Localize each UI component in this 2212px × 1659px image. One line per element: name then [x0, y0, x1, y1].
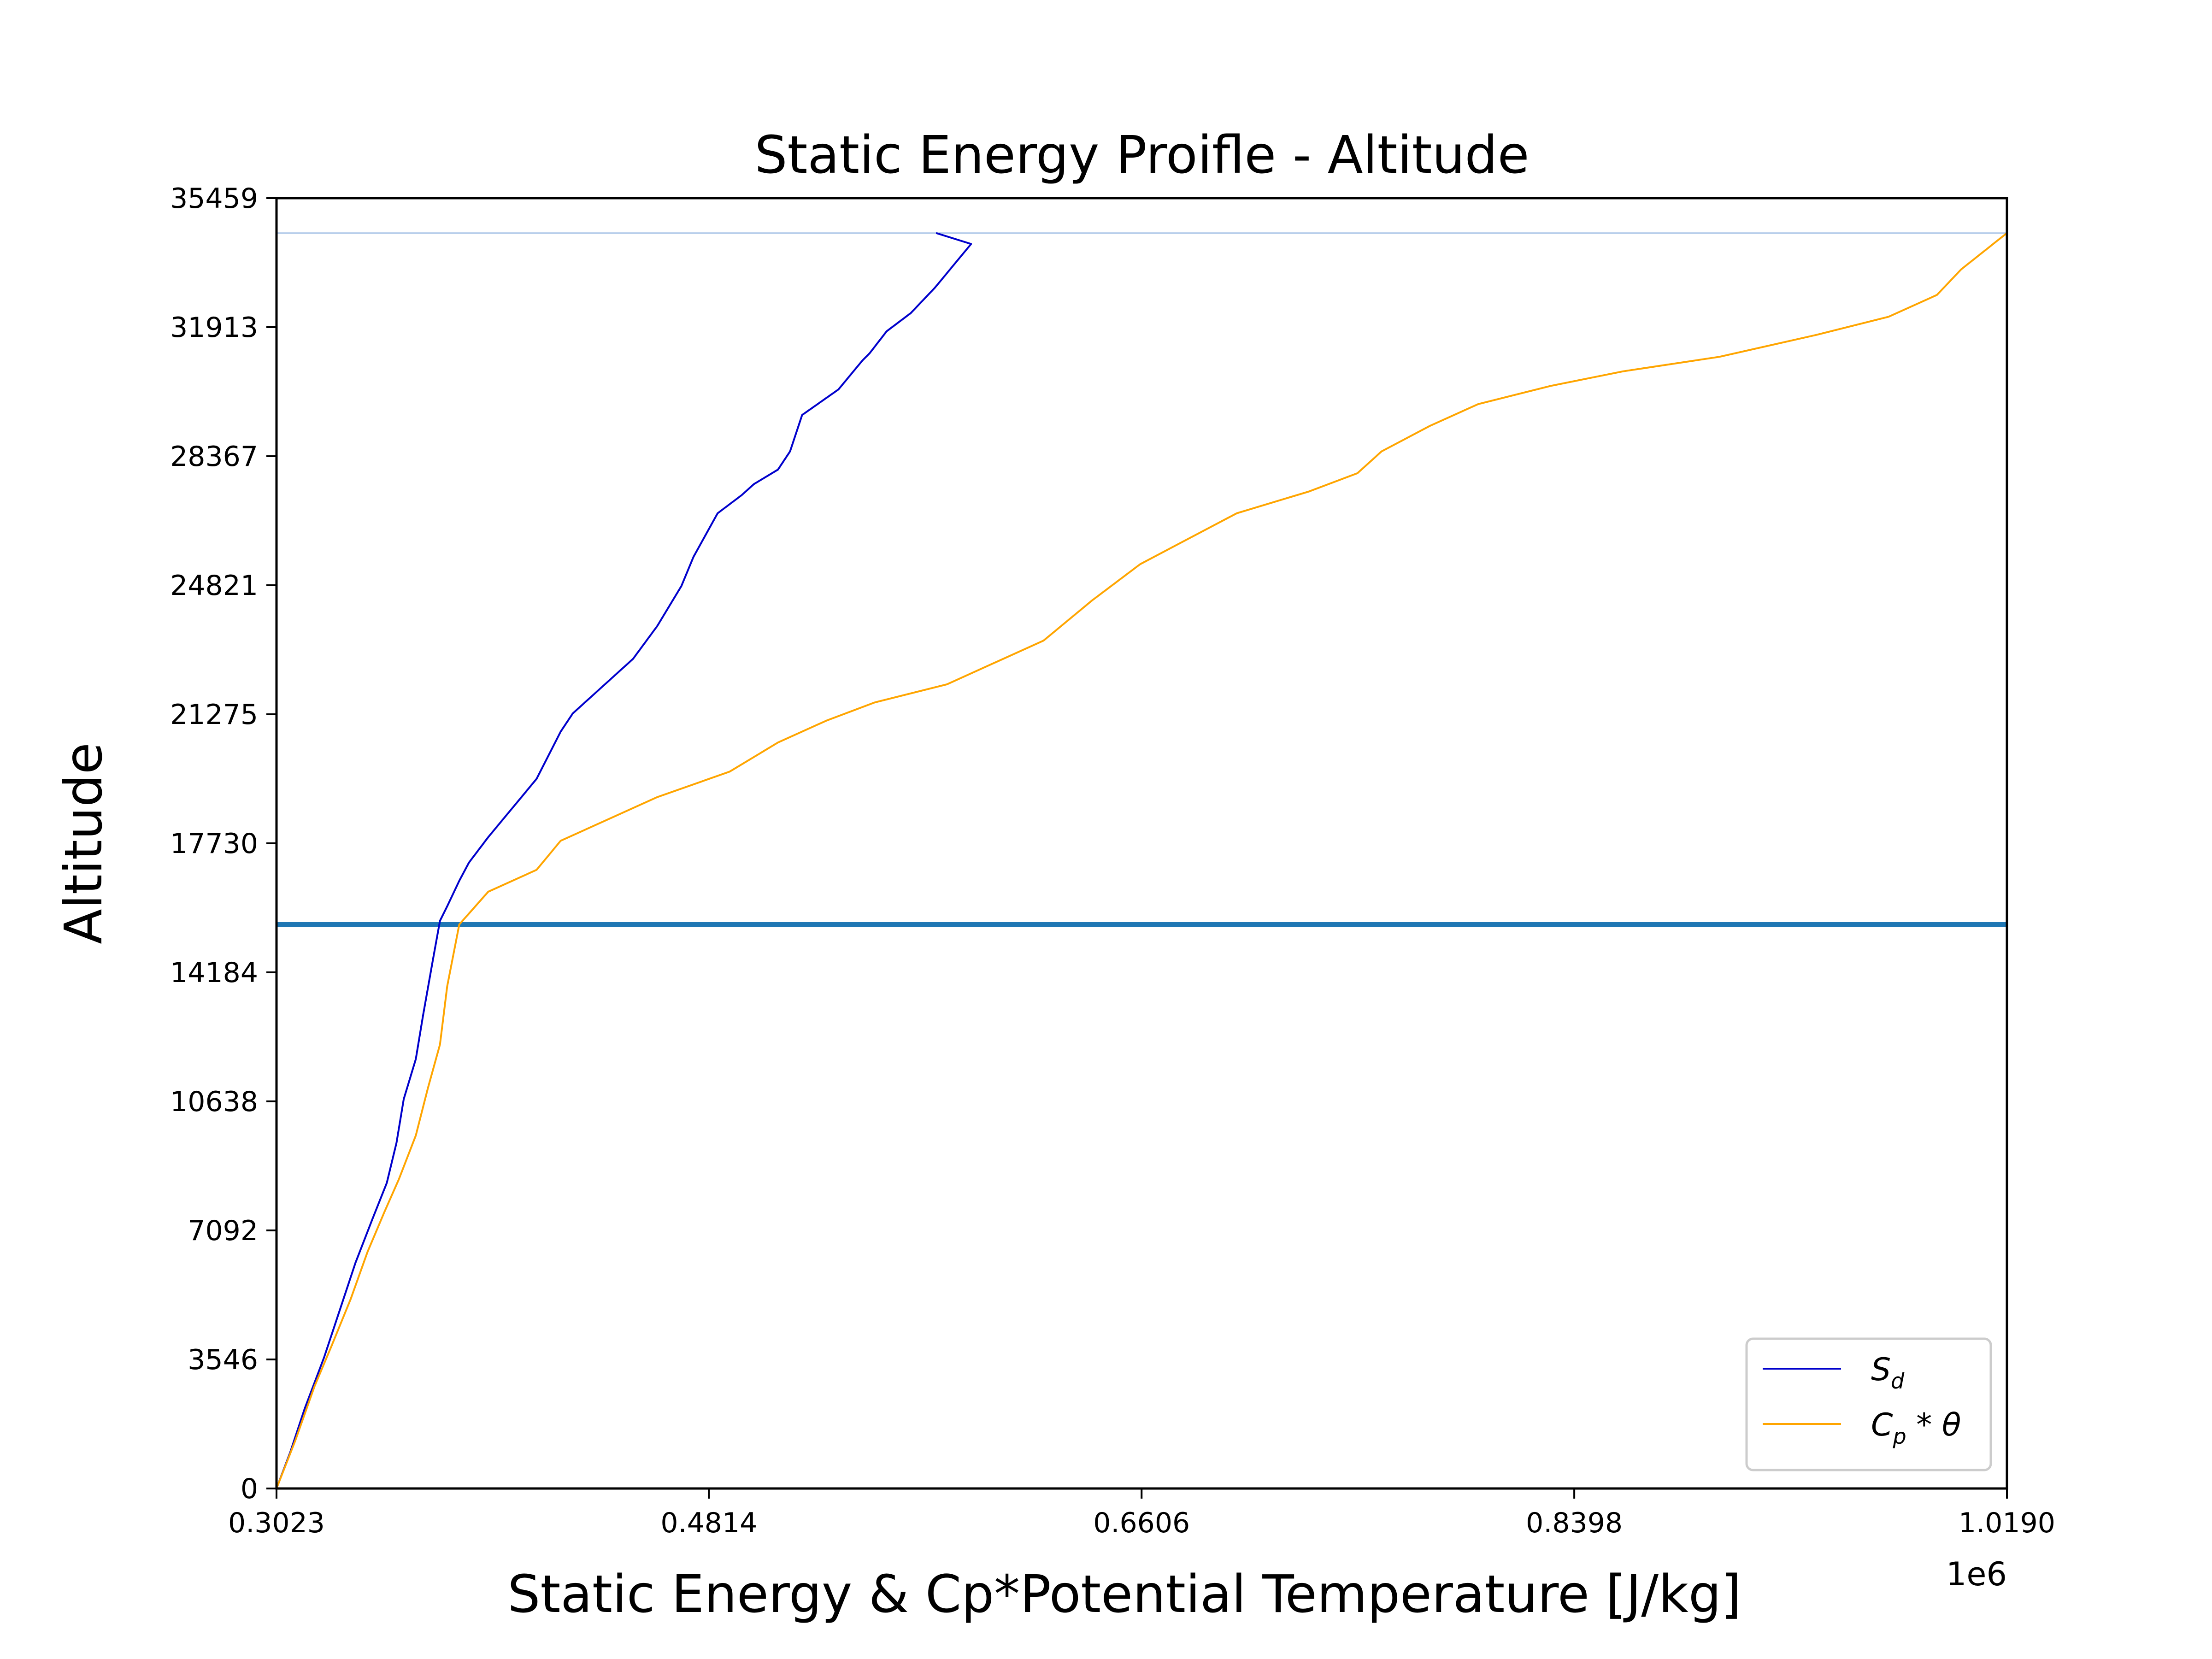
legend-label-sd: Sd [1871, 1352, 1905, 1394]
y-tick-label: 31913 [170, 312, 258, 344]
x-tick-label: 0.6606 [1093, 1507, 1190, 1539]
x-tick-label: 0.8398 [1526, 1507, 1623, 1539]
y-tick-label: 24821 [170, 570, 258, 602]
y-tick-label: 7092 [188, 1215, 258, 1247]
x-tick-label: 0.4814 [660, 1507, 757, 1539]
y-tick-label: 3546 [188, 1344, 258, 1376]
y-tick-label: 10638 [170, 1086, 258, 1118]
plot-frame [275, 197, 2008, 1490]
y-tick-label: 0 [241, 1473, 258, 1505]
legend-box [1745, 1337, 1992, 1471]
x-tick-label: 0.3023 [228, 1507, 325, 1539]
chart-title: Static Energy Proifle - Altitude [754, 125, 1529, 185]
x-axis-label: Static Energy & Cp*Potential Temperature… [507, 1565, 1741, 1624]
series-line-1 [276, 232, 2008, 1489]
y-tick-label: 17730 [170, 828, 258, 860]
x-offset-label: 1e6 [1946, 1555, 2007, 1593]
y-tick-label: 21275 [170, 699, 258, 731]
y-axis-label: Altitude [54, 742, 114, 944]
series-line-0 [276, 232, 972, 1489]
x-tick-label: 1.0190 [1959, 1507, 2055, 1539]
y-tick-label: 35459 [170, 182, 258, 215]
y-tick-label: 14184 [170, 957, 258, 989]
legend: Sd Cp * θ [1745, 1337, 1992, 1471]
legend-label-cp-theta: Cp * θ [1871, 1407, 1961, 1449]
y-tick-label: 28367 [170, 441, 258, 473]
